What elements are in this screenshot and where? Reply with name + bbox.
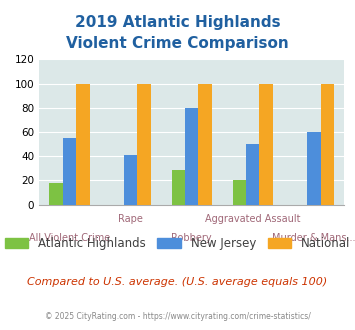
- Bar: [63, 138, 76, 205]
- Text: © 2025 CityRating.com - https://www.cityrating.com/crime-statistics/: © 2025 CityRating.com - https://www.city…: [45, 312, 310, 321]
- Bar: [260, 83, 273, 205]
- Bar: [246, 144, 260, 205]
- Bar: [137, 83, 151, 205]
- Text: Murder & Mans...: Murder & Mans...: [272, 233, 355, 243]
- Bar: [198, 83, 212, 205]
- Text: Aggravated Assault: Aggravated Assault: [205, 214, 301, 224]
- Bar: [233, 181, 246, 205]
- Text: Rape: Rape: [118, 214, 143, 224]
- Bar: [49, 183, 63, 205]
- Text: Robbery: Robbery: [171, 233, 212, 243]
- Bar: [321, 83, 334, 205]
- Text: Compared to U.S. average. (U.S. average equals 100): Compared to U.S. average. (U.S. average …: [27, 277, 328, 287]
- Text: 2019 Atlantic Highlands
Violent Crime Comparison: 2019 Atlantic Highlands Violent Crime Co…: [66, 15, 289, 51]
- Bar: [185, 108, 198, 205]
- Text: All Violent Crime: All Violent Crime: [29, 233, 110, 243]
- Bar: [124, 155, 137, 205]
- Legend: Atlantic Highlands, New Jersey, National: Atlantic Highlands, New Jersey, National: [5, 237, 350, 250]
- Bar: [307, 132, 321, 205]
- Bar: [171, 170, 185, 205]
- Bar: [76, 83, 90, 205]
